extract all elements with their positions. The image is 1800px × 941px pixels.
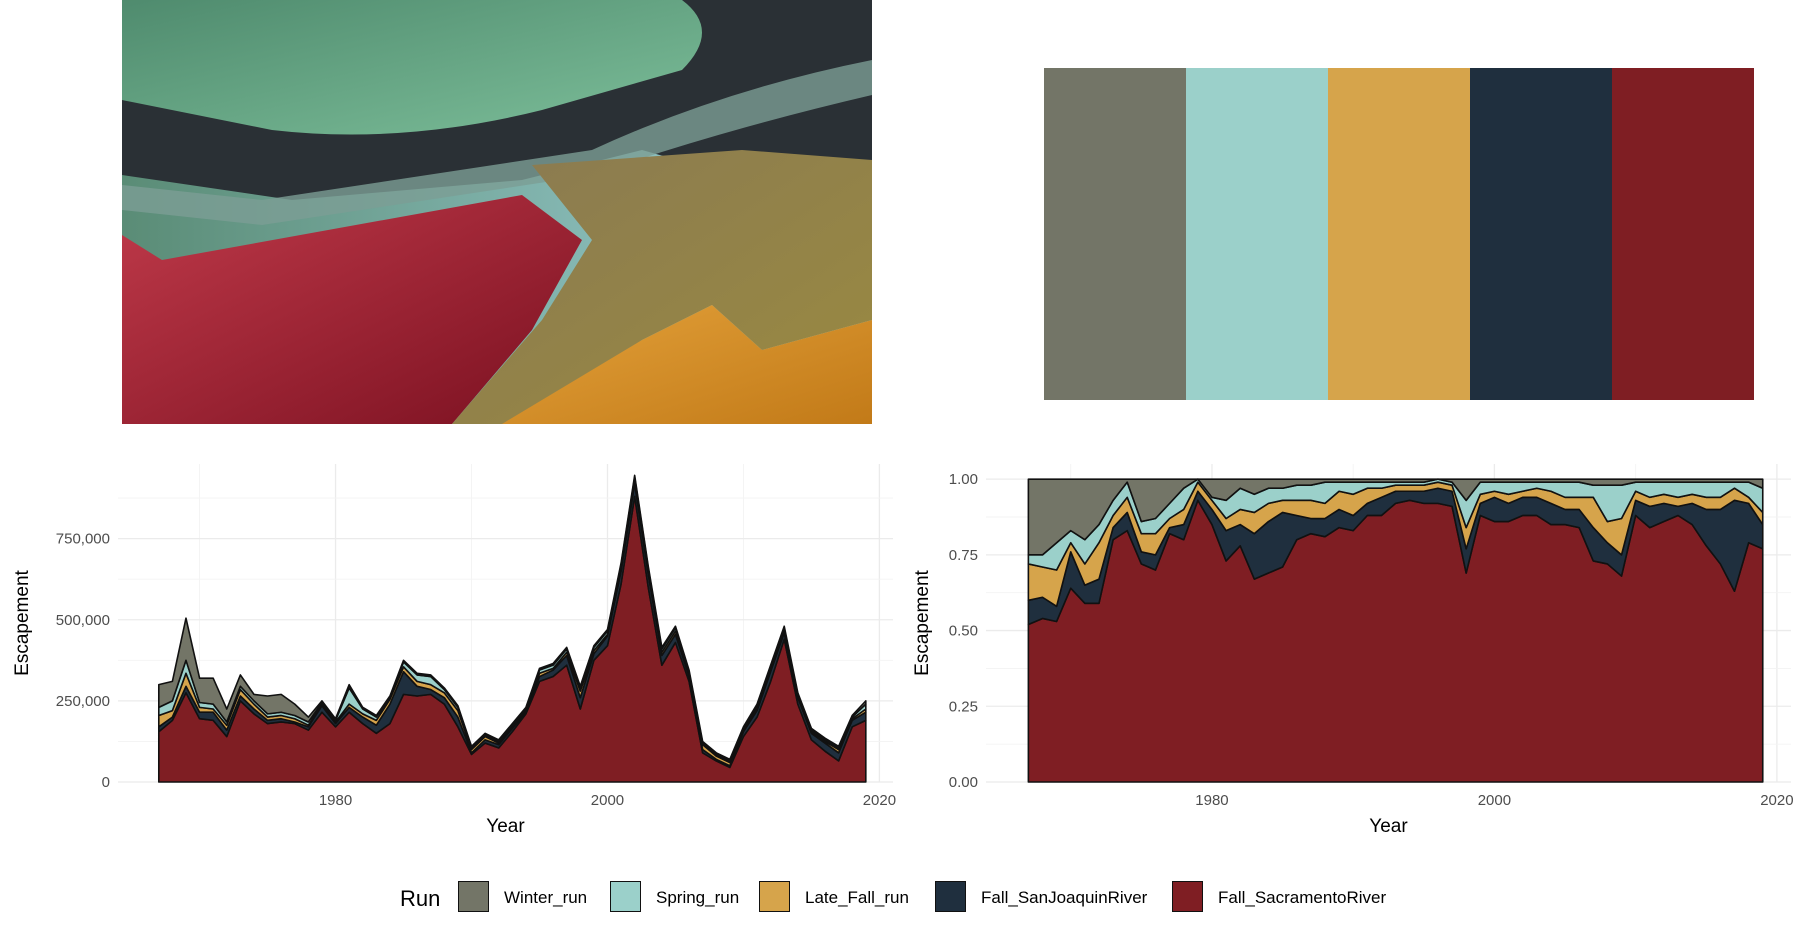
y-tick-label: 250,000 xyxy=(56,693,110,710)
palette-swatch xyxy=(1186,68,1328,400)
y-tick-label: 0.25 xyxy=(949,698,978,715)
legend-label: Spring_run xyxy=(656,888,740,907)
legend-key xyxy=(1172,881,1203,912)
x-tick-label: 2020 xyxy=(863,792,896,809)
palette-swatch xyxy=(1328,68,1470,400)
legend-label: Late_Fall_run xyxy=(805,888,909,907)
legend-key xyxy=(935,881,966,912)
stacked-area-chart-proportion: 0.00 0.25 0.50 0.75 1.00 1980 2000 2020 Year Esca… xyxy=(912,464,1794,837)
salt-ponds-aerial-photo xyxy=(122,0,872,424)
y-axis-title: Escapement xyxy=(12,569,33,675)
legend-label: Winter_run xyxy=(504,888,588,907)
y-tick-label: 0.75 xyxy=(949,547,978,564)
area-Winter_run xyxy=(1027,478,1764,556)
x-tick-label: 1980 xyxy=(1195,792,1228,809)
y-tick-label: 0.50 xyxy=(949,623,978,640)
y-tick-label: 0.00 xyxy=(949,774,978,791)
palette-swatch xyxy=(1470,68,1612,400)
palette-swatch xyxy=(1612,68,1754,400)
legend-key xyxy=(458,881,489,912)
x-tick-label: 2000 xyxy=(591,792,624,809)
x-tick-label: 1980 xyxy=(319,792,352,809)
legend-key xyxy=(610,881,641,912)
x-axis-title: Year xyxy=(486,816,525,837)
area-Winter_run xyxy=(157,474,867,762)
color-palette xyxy=(1044,68,1754,400)
y-axis-title: Escapement xyxy=(912,569,933,675)
legend-title: Run xyxy=(400,886,441,911)
legend-label: Fall_SanJoaquinRiver xyxy=(981,888,1148,907)
y-tick-label: 0 xyxy=(102,774,110,791)
legend-label: Fall_SacramentoRiver xyxy=(1218,888,1387,907)
y-tick-label: 500,000 xyxy=(56,612,110,629)
x-tick-label: 2000 xyxy=(1478,792,1511,809)
legend-key xyxy=(759,881,790,912)
y-tick-label: 1.00 xyxy=(949,471,978,488)
x-tick-label: 2020 xyxy=(1760,792,1793,809)
y-tick-label: 750,000 xyxy=(56,531,110,548)
palette-swatch xyxy=(1044,68,1186,400)
x-axis-title: Year xyxy=(1369,816,1408,837)
stacked-area-chart-absolute: 0 250,000 500,000 750,000 1980 2000 2020 Year Es… xyxy=(12,464,896,837)
